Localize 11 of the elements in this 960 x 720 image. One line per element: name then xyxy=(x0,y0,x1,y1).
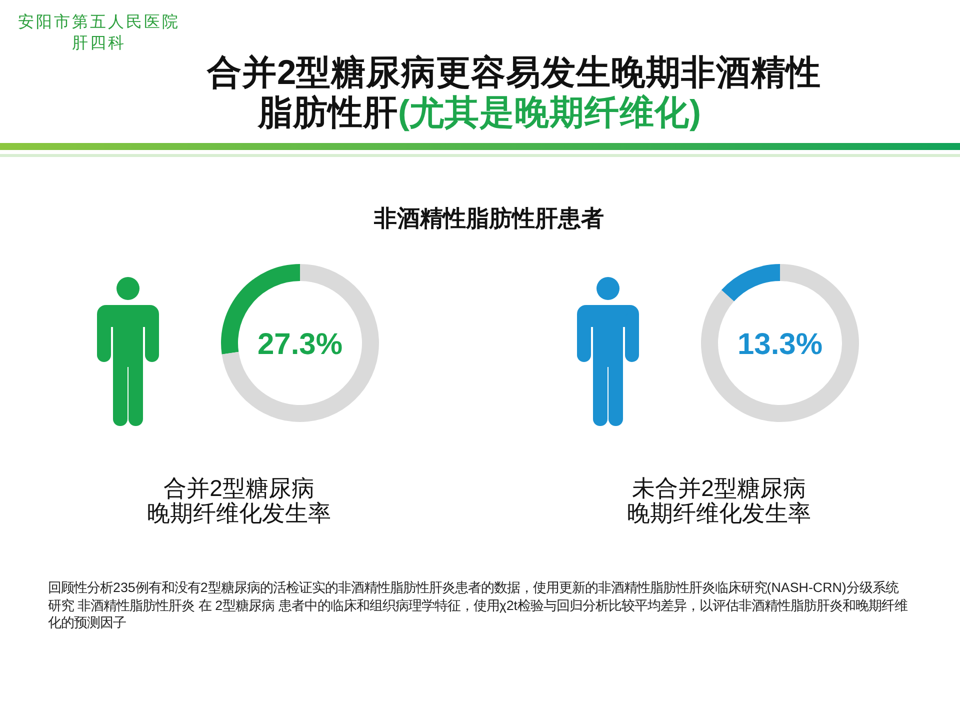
donut-slice xyxy=(701,264,859,422)
text: 27.3% xyxy=(257,328,343,361)
text: 安阳市第五人民医院肝四科 xyxy=(18,13,180,52)
text: 回顾性分析235例有和没有2型糖尿病的活检证实的非酒精性脂肪性肝炎患者的数据，使用更新的非酒精性脂肪性肝炎临床研究(NASH-CRN)分级系统研究 非酒精性脂肪性肝炎 在 2型糖尿病 患者中的临床和组织病理学特征，使用χ2t检验与回归分析比较平均差异，以评估非酒精性脂肪肝炎和晚期纤维化的预测因子 xyxy=(48,579,909,632)
text: 未合并2型糖尿病晚期纤维化发生率 xyxy=(627,475,811,526)
text: 合并2型糖尿病晚期纤维化发生率 xyxy=(147,475,331,526)
text: 13.3% xyxy=(737,328,823,361)
text: 非酒精性脂肪性肝患者 xyxy=(373,205,604,231)
donut-slice xyxy=(721,264,780,302)
text: 合并2型糖尿病更容易发生晚期非酒精性脂肪性肝(尤其是晚期纤维化) xyxy=(206,53,822,132)
donut-slice xyxy=(222,264,379,422)
